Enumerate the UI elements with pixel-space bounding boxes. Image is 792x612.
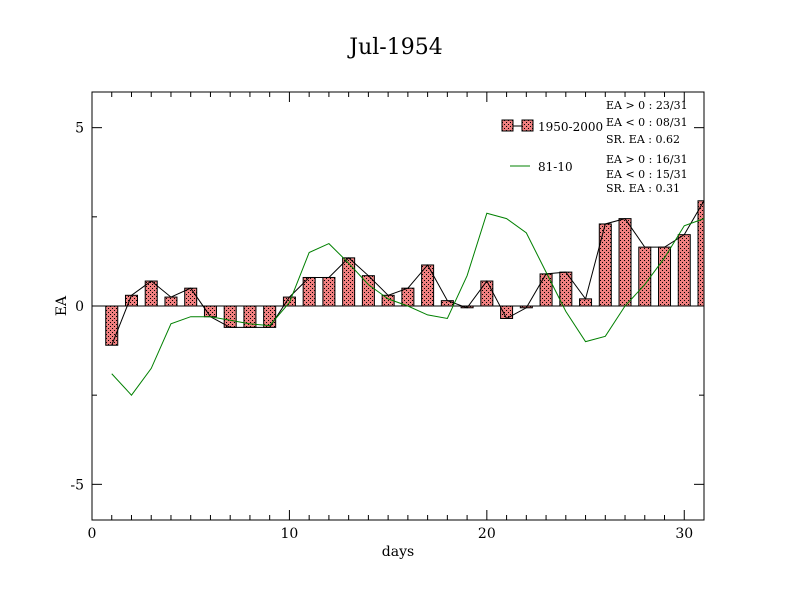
plot-area xyxy=(92,200,705,396)
legend-bar-swatch-1 xyxy=(501,119,514,132)
bar-day-30 xyxy=(677,234,691,307)
stat-negative-81-10: EA < 0 : 15/31 xyxy=(606,168,688,181)
bar-day-13 xyxy=(342,257,356,307)
bar-day-5 xyxy=(184,287,198,307)
stats-block-1950-2000: EA > 0 : 23/31 EA < 0 : 08/31 SR. EA : 0… xyxy=(606,99,688,146)
x-tick-label-0: 0 xyxy=(88,526,97,542)
series-line-81-10 xyxy=(111,212,705,396)
x-axis-label: days xyxy=(382,544,414,560)
legend-label-1950-2000: 1950-2000 xyxy=(538,120,603,134)
bar-day-25 xyxy=(579,298,593,307)
y-tick-label--5: -5 xyxy=(70,477,84,493)
bar-day-12 xyxy=(322,276,336,307)
bar-day-27 xyxy=(618,218,632,307)
bar-day-4 xyxy=(164,296,178,307)
stats-block-81-10: EA > 0 : 16/31 EA < 0 : 15/31 SR. EA : 0… xyxy=(606,153,688,195)
x-tick-label-20: 20 xyxy=(478,526,496,542)
y-tick-label-0: 0 xyxy=(75,299,84,315)
bar-day-28 xyxy=(638,246,652,307)
chart-title: Jul-1954 xyxy=(347,35,442,60)
stat-positive-1950-2000: EA > 0 : 23/31 xyxy=(606,99,688,112)
bar-day-16 xyxy=(401,287,415,307)
legend-bar-swatch-2 xyxy=(521,119,534,132)
bar-day-18 xyxy=(440,300,454,307)
legend: 1950-2000 81-10 xyxy=(501,119,603,174)
series-line-1950-2000 xyxy=(111,200,705,346)
bar-day-7 xyxy=(223,305,237,328)
stat-negative-1950-2000: EA < 0 : 08/31 xyxy=(606,116,688,129)
y-axis-label: EA xyxy=(54,295,70,316)
bar-day-17 xyxy=(421,264,435,307)
bar-day-23 xyxy=(539,273,553,307)
x-axis: 0 10 20 30 xyxy=(88,92,705,542)
x-tick-label-30: 30 xyxy=(675,526,693,542)
bar-day-20 xyxy=(480,280,494,307)
bar-day-31 xyxy=(697,200,705,307)
y-tick-label-5: 5 xyxy=(75,121,84,137)
bar-day-29 xyxy=(658,246,672,307)
stat-sr-81-10: SR. EA : 0.31 xyxy=(606,182,680,195)
y-axis: -5 0 5 xyxy=(70,121,704,493)
bar-day-26 xyxy=(598,223,612,307)
bar-day-2 xyxy=(124,294,138,307)
stat-sr-1950-2000: SR. EA : 0.62 xyxy=(606,133,680,146)
bar-day-1 xyxy=(105,305,119,346)
legend-label-81-10: 81-10 xyxy=(538,160,573,174)
x-tick-label-10: 10 xyxy=(281,526,299,542)
stat-positive-81-10: EA > 0 : 16/31 xyxy=(606,153,688,166)
bar-day-9 xyxy=(263,305,277,328)
